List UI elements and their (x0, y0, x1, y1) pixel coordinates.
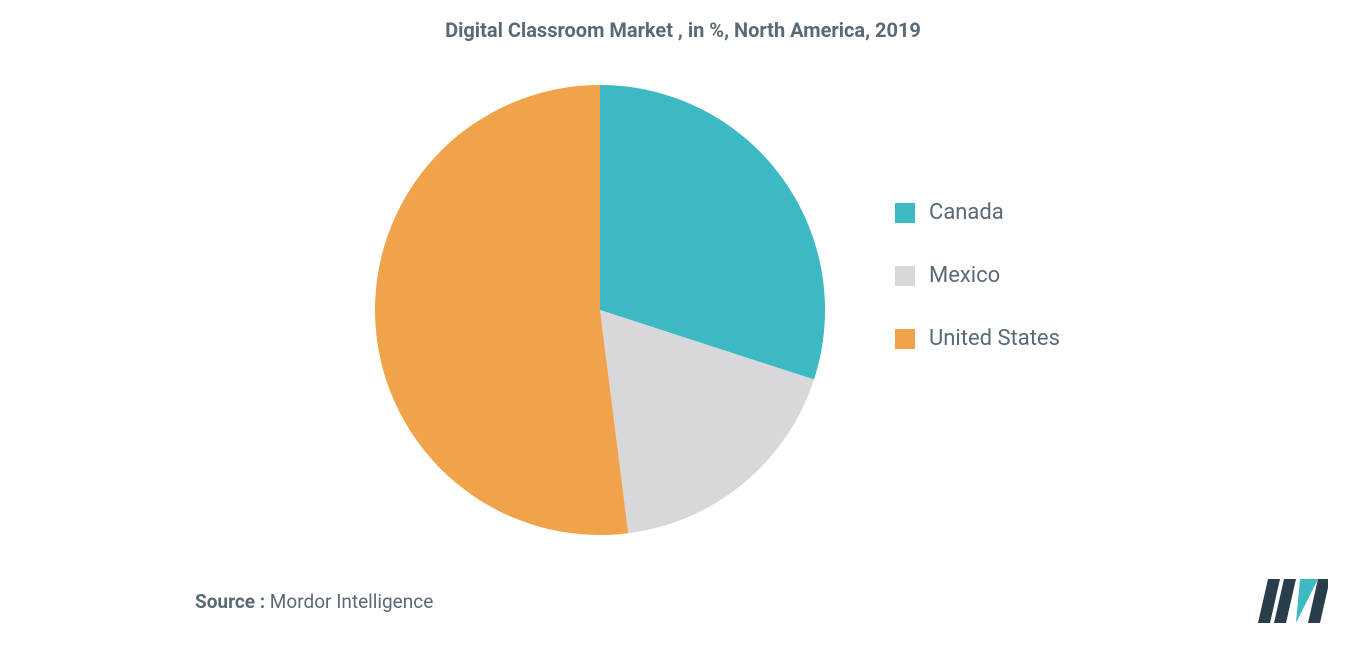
chart-container: Digital Classroom Market , in %, North A… (0, 0, 1366, 655)
legend-label: Mexico (929, 263, 1000, 288)
legend-swatch (895, 203, 915, 223)
legend-item: Mexico (895, 263, 1060, 288)
legend: Canada Mexico United States (895, 200, 1060, 351)
pie-wrap (375, 85, 825, 539)
brand-logo (1258, 579, 1328, 627)
legend-label: Canada (929, 200, 1004, 225)
chart-title: Digital Classroom Market , in %, North A… (0, 0, 1366, 42)
pie-chart (375, 85, 825, 535)
legend-item: Canada (895, 200, 1060, 225)
legend-item: United States (895, 326, 1060, 351)
logo-icon (1258, 579, 1328, 623)
legend-swatch (895, 266, 915, 286)
source-attribution: Source : Mordor Intelligence (195, 590, 433, 613)
source-label: Source : (195, 590, 265, 613)
pie-slice (375, 85, 628, 535)
legend-swatch (895, 329, 915, 349)
source-value: Mordor Intelligence (265, 590, 433, 613)
chart-area (0, 78, 1366, 538)
legend-label: United States (929, 326, 1060, 351)
